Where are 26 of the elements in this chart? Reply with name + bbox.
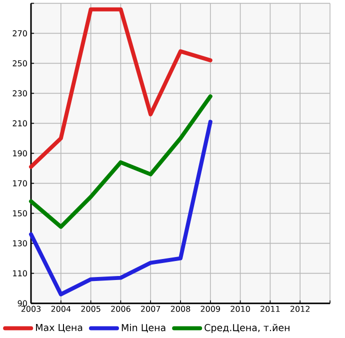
line-series bbox=[29, 7, 212, 169]
line-series bbox=[29, 120, 212, 296]
x-tick-label: 2003 bbox=[21, 306, 41, 312]
y-tick-label: 190 bbox=[13, 150, 27, 156]
x-tick-label: 2007 bbox=[141, 306, 160, 312]
x-tick-label: 2012 bbox=[290, 306, 310, 312]
y-tick-label: 110 bbox=[13, 270, 27, 276]
y-tick-label: 150 bbox=[13, 210, 27, 216]
y-tick-label: 210 bbox=[12, 120, 27, 126]
legend-label: Сред.Цена, т.йен bbox=[204, 324, 290, 333]
x-tick-label: 2010 bbox=[230, 306, 250, 312]
y-tick-label: 230 bbox=[12, 90, 27, 96]
y-tick-label: 130 bbox=[13, 240, 27, 246]
legend-label: Max Цена bbox=[36, 324, 82, 332]
y-tick-label: 90 bbox=[18, 300, 27, 306]
x-tick-label: 2004 bbox=[51, 306, 71, 312]
x-tick-label: 2009 bbox=[200, 306, 220, 312]
y-tick-label: 250 bbox=[12, 60, 27, 66]
y-tick-label: 170 bbox=[13, 180, 27, 186]
y-tick-label: 270 bbox=[12, 30, 27, 36]
x-tick-label: 2008 bbox=[170, 306, 190, 312]
line-series bbox=[29, 94, 212, 229]
x-tick-label: 2005 bbox=[81, 306, 100, 312]
x-tick-label: 2006 bbox=[111, 306, 130, 312]
x-tick-label: 2011 bbox=[260, 306, 280, 312]
legend-label: Min Цена bbox=[122, 324, 166, 332]
